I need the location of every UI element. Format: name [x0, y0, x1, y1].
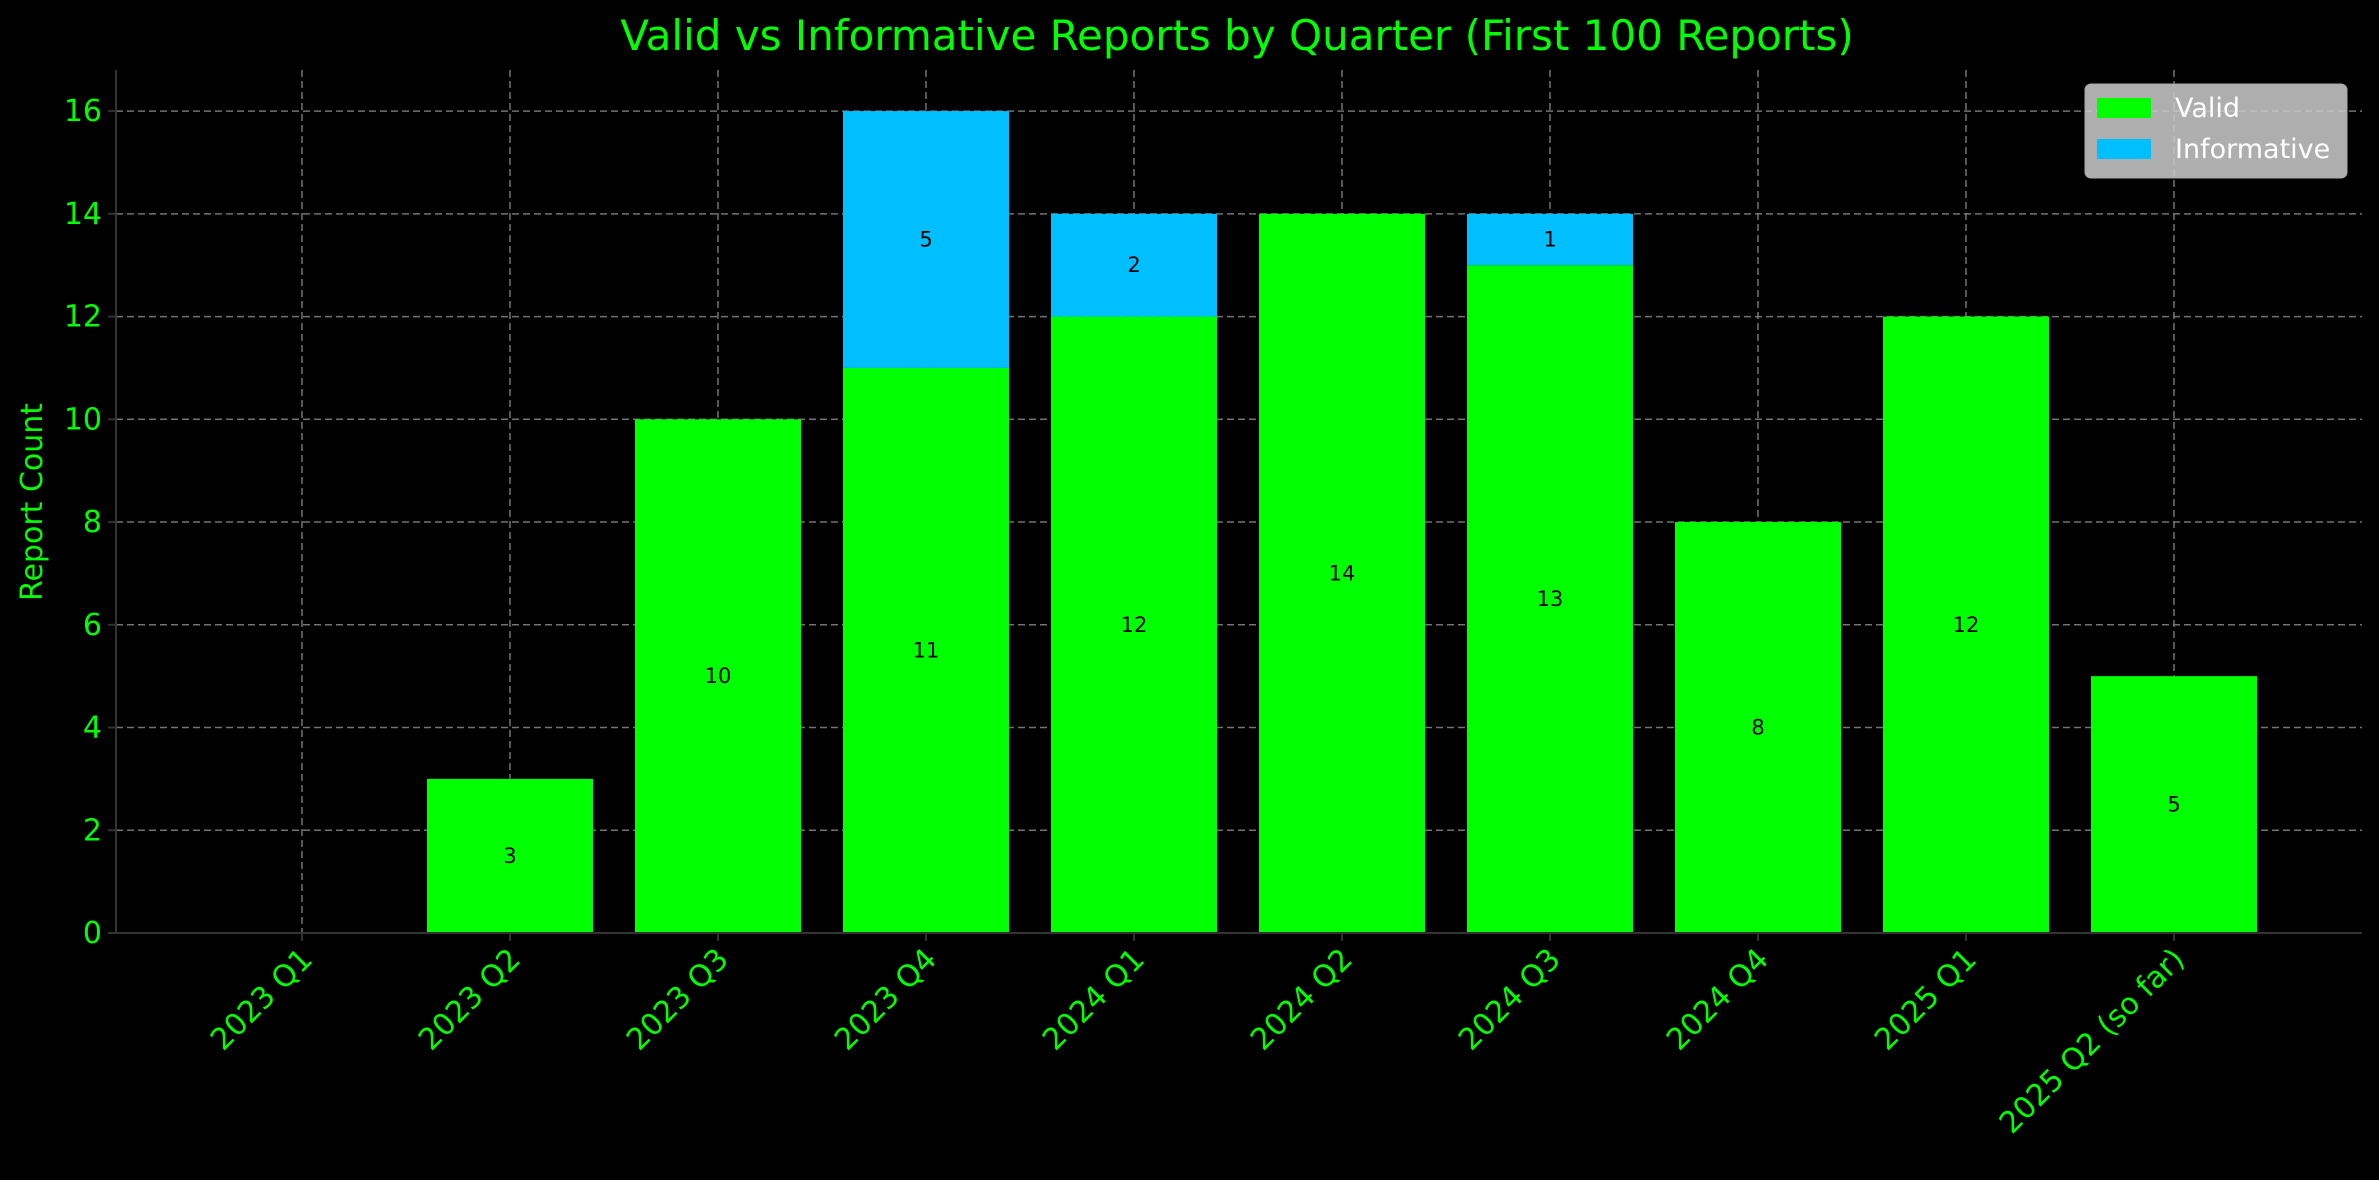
y-tick-label-0: 0: [83, 916, 102, 951]
bar-valid-3: [843, 367, 1009, 933]
data-label-valid-2: 10: [705, 664, 732, 688]
x-tick-label-6: 2024 Q3: [1452, 942, 1568, 1058]
data-label-valid-5: 14: [1329, 561, 1356, 585]
chart-title: Valid vs Informative Reports by Quarter …: [620, 11, 1854, 60]
data-label-valid-6: 13: [1537, 587, 1564, 611]
y-tick-label-4: 4: [83, 711, 102, 746]
bar-valid-5: [1259, 213, 1425, 934]
x-tick-label-4: 2024 Q1: [1036, 942, 1152, 1058]
bar-valid-6: [1467, 265, 1633, 933]
bar-informative-6: [1467, 213, 1633, 266]
x-tick-label-5: 2024 Q2: [1244, 942, 1360, 1058]
data-labels: 3 10 11 5 12 2 14 13 1 8 12 5: [503, 228, 2180, 868]
x-tick-label-8: 2025 Q1: [1868, 942, 1984, 1058]
bar-informative-3: [843, 111, 1009, 368]
x-tick-label-9: 2025 Q2 (so far): [1993, 942, 2192, 1141]
bar-valid-1: [427, 778, 593, 933]
data-label-informative-3: 5: [919, 228, 932, 252]
x-tick-label-2: 2023 Q3: [620, 942, 736, 1058]
x-tick-label-7: 2024 Q4: [1660, 942, 1776, 1058]
data-label-valid-7: 8: [1751, 716, 1764, 740]
bar-valid-9: [2091, 676, 2257, 933]
data-label-informative-4: 2: [1127, 253, 1140, 277]
data-label-informative-6: 1: [1543, 228, 1556, 252]
legend-label-valid: Valid: [2175, 93, 2240, 124]
data-label-valid-8: 12: [1953, 613, 1980, 637]
x-tick-label-3: 2023 Q4: [828, 942, 944, 1058]
data-label-valid-3: 11: [913, 638, 940, 662]
data-label-valid-4: 12: [1121, 613, 1148, 637]
y-tick-label-16: 16: [64, 94, 102, 129]
y-tick-label-8: 8: [83, 505, 102, 540]
data-label-valid-9: 5: [2167, 793, 2180, 817]
bar-valid-2: [635, 419, 801, 933]
x-tick-label-1: 2023 Q2: [412, 942, 528, 1058]
y-tick-label-2: 2: [83, 813, 102, 848]
legend-swatch-valid: [2097, 98, 2151, 118]
y-axis-label: Report Count: [15, 403, 50, 601]
bar-valid-7: [1675, 522, 1841, 933]
bar-valid-8: [1883, 316, 2049, 934]
legend-swatch-informative: [2097, 139, 2151, 159]
bars: [427, 111, 2257, 934]
bar-informative-4: [1051, 213, 1217, 317]
legend[interactable]: Valid Informative: [2084, 83, 2348, 179]
legend-label-informative: Informative: [2175, 134, 2330, 165]
y-tick-label-12: 12: [64, 300, 102, 335]
y-tick-label-14: 14: [64, 197, 102, 232]
y-tick-label-10: 10: [64, 402, 102, 437]
y-tick-label-6: 6: [83, 608, 102, 643]
bar-valid-4: [1051, 316, 1217, 934]
data-label-valid-1: 3: [503, 844, 516, 868]
x-tick-label-0: 2023 Q1: [204, 942, 320, 1058]
